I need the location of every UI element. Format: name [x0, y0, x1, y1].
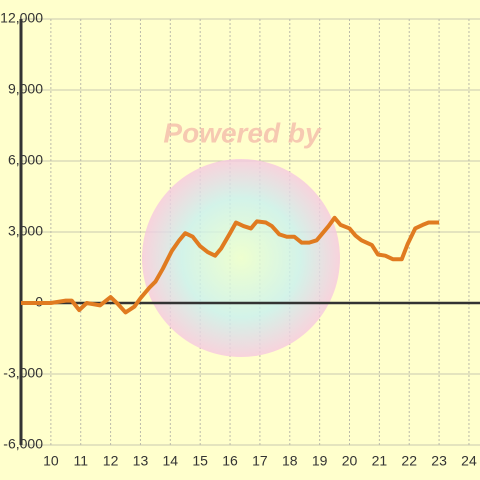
x-tick-label: 22 — [401, 453, 417, 469]
x-tick-label: 12 — [103, 453, 119, 469]
x-tick-label: 21 — [372, 453, 388, 469]
data-line — [21, 215, 440, 315]
x-tick-label: 16 — [222, 453, 238, 469]
y-tick-label: 3,000 — [8, 223, 43, 239]
x-tick-label: 11 — [73, 453, 88, 469]
watermark-logo — [142, 159, 340, 357]
x-tick-label: 23 — [431, 453, 447, 469]
x-tick-label: 20 — [342, 453, 358, 469]
x-tick-label: 24 — [461, 453, 477, 469]
x-tick-label: 19 — [312, 453, 328, 469]
y-tick-label: -6,000 — [3, 436, 43, 452]
x-tick-label: 18 — [282, 453, 298, 469]
y-tick-label: 9,000 — [8, 81, 43, 97]
y-tick-label: -3,000 — [3, 365, 43, 381]
x-tick-label: 15 — [192, 453, 208, 469]
x-tick-label: 14 — [163, 453, 179, 469]
y-tick-label: 6,000 — [8, 152, 43, 168]
x-tick-label: 17 — [252, 453, 268, 469]
watermark: Powered by — [163, 117, 322, 148]
y-tick-label: 12,000 — [0, 10, 43, 26]
x-tick-label: 13 — [133, 453, 149, 469]
x-tick-label: 10 — [43, 453, 59, 469]
